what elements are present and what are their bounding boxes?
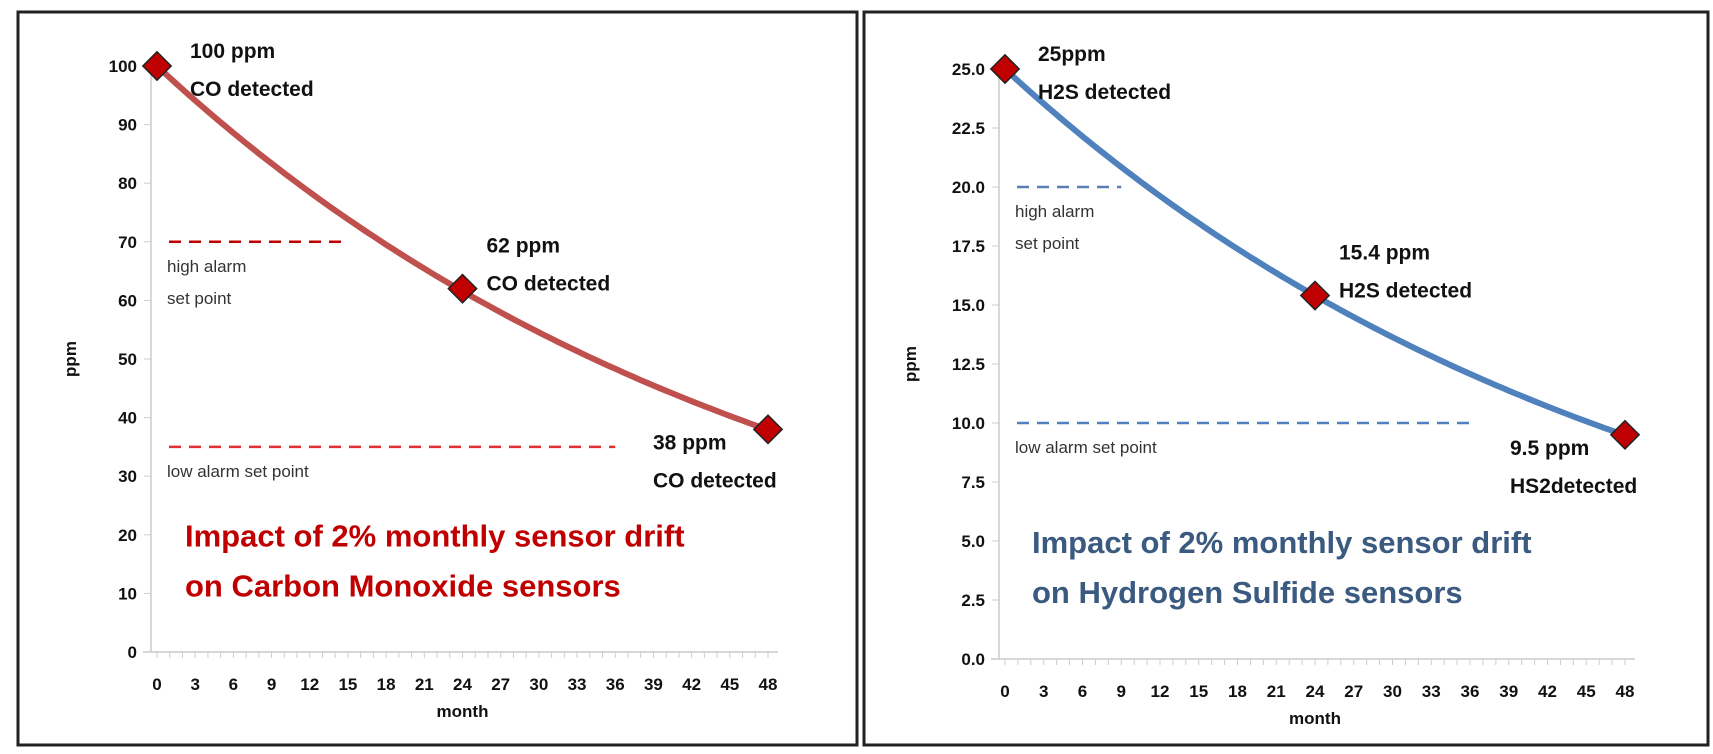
data-point-label: 25ppm (1038, 43, 1106, 66)
data-point-label: HS2detected (1510, 475, 1637, 498)
y-tick-label: 50 (118, 350, 137, 369)
alarm-label: high alarm (1015, 202, 1094, 221)
panel-frame (16, 10, 859, 747)
data-point-marker (1609, 419, 1641, 451)
y-tick-label: 10.0 (952, 414, 985, 433)
x-tick-label: 36 (1461, 682, 1480, 701)
y-tick-label: 30 (118, 467, 137, 486)
x-tick-label: 9 (267, 675, 276, 694)
y-tick-label: 70 (118, 233, 137, 252)
data-point-marker (752, 414, 784, 445)
x-tick-label: 48 (1616, 682, 1635, 701)
data-point-label: H2S detected (1339, 280, 1472, 303)
data-point-label: 100 ppm (190, 40, 275, 63)
x-tick-label: 21 (415, 675, 434, 694)
y-tick-label: 17.5 (952, 237, 985, 256)
data-point-label: H2S detected (1038, 81, 1171, 104)
x-tick-label: 18 (1228, 682, 1247, 701)
y-tick-label: 0 (128, 643, 137, 662)
x-tick-label: 15 (1189, 682, 1208, 701)
y-tick-label: 80 (118, 174, 137, 193)
data-point-label: 15.4 ppm (1339, 242, 1430, 265)
x-tick-label: 15 (338, 675, 357, 694)
x-tick-label: 6 (229, 675, 238, 694)
x-tick-label: 30 (1383, 682, 1402, 701)
y-tick-label: 40 (118, 409, 137, 428)
alarm-label: low alarm set point (167, 462, 309, 481)
x-tick-label: 39 (644, 675, 663, 694)
chart-title: Impact of 2% monthly sensor drift (1032, 525, 1532, 560)
alarm-label: set point (1015, 234, 1080, 253)
y-tick-label: 22.5 (952, 119, 985, 138)
y-tick-label: 20 (118, 526, 137, 545)
x-tick-label: 33 (568, 675, 587, 694)
x-tick-label: 45 (720, 675, 739, 694)
x-axis-title: month (1289, 709, 1341, 728)
x-tick-label: 6 (1078, 682, 1087, 701)
y-axis-title: ppm (61, 341, 80, 377)
chart-title: on Hydrogen Sulfide sensors (1032, 575, 1463, 610)
chart-title: Impact of 2% monthly sensor drift (185, 519, 685, 554)
data-point-marker (141, 50, 173, 82)
data-point-label: 62 ppm (487, 235, 561, 258)
x-tick-label: 48 (759, 675, 778, 694)
data-point-label: CO detected (190, 78, 314, 101)
y-axis-title: ppm (901, 346, 920, 382)
y-tick-label: 2.5 (961, 591, 985, 610)
x-tick-label: 21 (1267, 682, 1286, 701)
y-tick-label: 10 (118, 584, 137, 603)
y-tick-label: 0.0 (961, 650, 985, 669)
chart-panel-2: 0.0 2.5 5.0 7.5 10.0 12.5 15.0 17.5 20.0 22.5 25.0… (862, 10, 1710, 747)
y-tick-label: 100 (109, 57, 137, 76)
x-tick-label: 18 (377, 675, 396, 694)
x-tick-label: 24 (1306, 682, 1325, 701)
data-point-marker (1299, 280, 1331, 311)
alarm-label: high alarm (167, 257, 246, 276)
alarm-label: set point (167, 289, 232, 308)
x-tick-label: 0 (152, 675, 161, 694)
x-tick-label: 33 (1422, 682, 1441, 701)
x-tick-label: 24 (453, 675, 472, 694)
data-point-label: 38 ppm (653, 431, 727, 454)
data-point-marker (447, 273, 478, 304)
x-tick-label: 3 (190, 675, 199, 694)
x-tick-label: 12 (1151, 682, 1170, 701)
x-tick-label: 36 (606, 675, 625, 694)
x-tick-label: 0 (1000, 682, 1009, 701)
x-tick-label: 9 (1117, 682, 1126, 701)
y-tick-label: 7.5 (961, 473, 985, 492)
alarm-label: low alarm set point (1015, 438, 1157, 457)
data-point-label: 9.5 ppm (1510, 437, 1589, 460)
x-tick-label: 45 (1577, 682, 1596, 701)
data-point-marker (989, 53, 1021, 85)
x-tick-label: 12 (300, 675, 319, 694)
x-tick-label: 30 (529, 675, 548, 694)
x-axis-title: month (437, 702, 489, 721)
x-tick-label: 27 (1344, 682, 1363, 701)
y-tick-label: 20.0 (952, 178, 985, 197)
y-tick-label: 12.5 (952, 355, 985, 374)
data-point-label: CO detected (653, 469, 777, 492)
x-tick-label: 39 (1499, 682, 1518, 701)
x-tick-label: 27 (491, 675, 510, 694)
x-tick-label: 3 (1039, 682, 1048, 701)
y-tick-label: 15.0 (952, 296, 985, 315)
x-tick-label: 42 (1538, 682, 1557, 701)
panel-frame (862, 10, 1710, 747)
y-tick-label: 25.0 (952, 60, 985, 79)
x-tick-label: 42 (682, 675, 701, 694)
y-tick-label: 60 (118, 291, 137, 310)
data-point-label: CO detected (487, 273, 611, 296)
chart-title: on Carbon Monoxide sensors (185, 569, 621, 604)
y-tick-label: 90 (118, 116, 137, 135)
y-tick-label: 5.0 (961, 532, 985, 551)
